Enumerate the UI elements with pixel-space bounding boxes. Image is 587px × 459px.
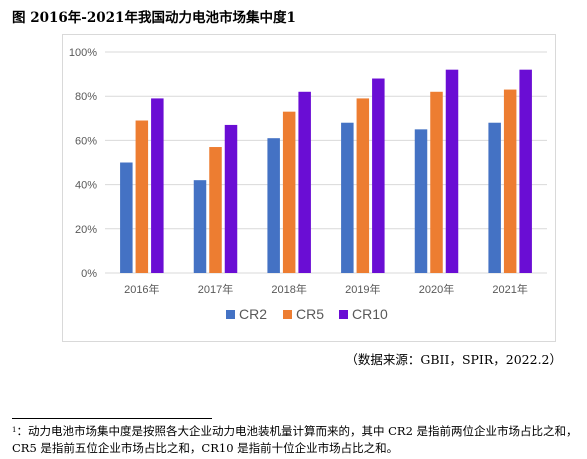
y-tick-label: 100% [69,47,97,59]
bar-cr5 [430,91,443,273]
legend-swatch-cr2 [226,310,235,319]
bar-cr10 [298,91,311,273]
legend-swatch-cr10 [339,310,348,319]
bar-cr10 [224,124,238,274]
footnote: 1：动力电池市场集中度是按照各大企业动力电池装机量计算而来的，其中 CR2 是指… [12,423,580,457]
bar-cr2 [267,138,280,273]
y-tick-label: 20% [75,224,97,236]
bar-cr5 [356,98,370,273]
x-tick-label: 2019年 [345,282,380,296]
y-tick-label: 80% [75,91,97,103]
bar-cr2 [488,122,501,273]
y-tick-label: 40% [75,180,97,192]
legend-label-cr5: CR5 [296,306,324,322]
bar-cr2 [341,122,354,273]
bar-cr10 [151,98,164,273]
bar-cr2 [193,180,207,273]
legend-label-cr2: CR2 [239,306,267,322]
bar-cr10 [519,69,532,274]
bar-cr10 [372,78,385,273]
legend-swatch-cr5 [283,310,292,319]
y-tick-label: 60% [75,135,97,147]
footnote-text: ：动力电池市场集中度是按照各大企业动力电池装机量计算而来的，其中 CR2 是指前… [12,424,578,455]
x-tick-label: 2017年 [198,282,233,296]
y-tick-label: 0% [81,268,97,280]
bar-cr5 [282,111,296,273]
footnote-divider [12,418,212,419]
x-tick-label: 2018年 [271,282,306,296]
legend-label-cr10: CR10 [352,306,388,322]
bar-cr2 [414,129,428,273]
figure-title: 图 2016年-2021年我国动力电池市场集中度1 [12,10,296,26]
bar-cr5 [209,147,222,273]
bar-cr5 [503,89,517,273]
bar-cr10 [445,69,459,274]
data-source: （数据来源：GBII，SPIR，2022.2） [345,352,562,367]
x-tick-label: 2016年 [124,282,159,296]
bar-cr2 [120,162,133,273]
x-tick-label: 2020年 [419,282,454,296]
chart-area: 0% 20% 40% 60% 80% 100% 2016年 2017年 2018年 2019年 20… [62,34,556,342]
x-tick-label: 2021年 [492,282,527,296]
footnote-marker: 1 [12,426,17,434]
bar-chart: 0% 20% 40% 60% 80% 100% 2016年 2017年 2018年 2019年 20… [69,47,547,322]
bar-cr5 [135,120,149,273]
